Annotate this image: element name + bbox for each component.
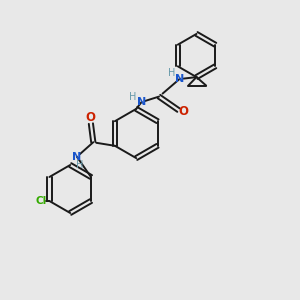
Text: Cl: Cl xyxy=(35,196,46,206)
Text: O: O xyxy=(178,105,188,118)
Text: H: H xyxy=(76,160,83,170)
Text: N: N xyxy=(137,97,146,107)
Text: H: H xyxy=(168,68,175,78)
Text: H: H xyxy=(129,92,136,102)
Text: N: N xyxy=(176,74,184,84)
Text: O: O xyxy=(85,111,95,124)
Text: N: N xyxy=(72,152,81,162)
